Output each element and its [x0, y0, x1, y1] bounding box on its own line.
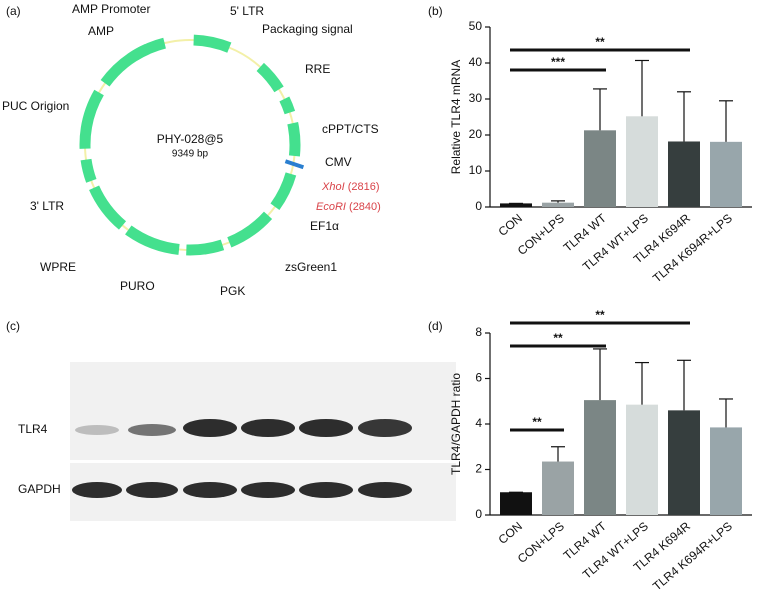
band: [183, 482, 237, 498]
bar: [668, 410, 700, 515]
feature-arc: [100, 44, 150, 87]
panel-label: (b): [428, 4, 443, 18]
feature-arc: [287, 122, 301, 157]
x-tick-label: CON: [496, 519, 525, 547]
y-tick-label: 0: [475, 199, 482, 213]
site-mark: [284, 159, 305, 170]
bar: [542, 202, 574, 207]
plasmid-name: PHY-028@5: [157, 132, 224, 146]
feature-arc: [270, 172, 297, 210]
plasmid-size: 9349 bp: [172, 149, 209, 160]
band: [358, 482, 412, 498]
y-tick-label: 2: [475, 462, 482, 476]
feature-arc: [186, 239, 225, 256]
bar: [500, 203, 532, 207]
bar: [584, 130, 616, 207]
feature-label: PURO: [120, 279, 155, 293]
significance-label: **: [553, 331, 563, 345]
y-tick-label: 6: [475, 371, 482, 385]
significance-label: **: [595, 35, 605, 49]
feature-label: zsGreen1: [285, 260, 337, 274]
panel-label: (c): [6, 319, 20, 333]
significance-label: **: [532, 415, 542, 429]
feature-label: CMV: [325, 155, 352, 169]
y-tick-label: 4: [475, 416, 482, 430]
panel-label: (d): [428, 319, 443, 333]
western-blot: TLR4 GAPDH: [18, 362, 456, 521]
panel-label: (a): [6, 4, 21, 18]
bar: [710, 141, 742, 207]
y-tick-label: 40: [469, 55, 483, 69]
bar: [668, 141, 700, 207]
band: [241, 482, 295, 498]
y-axis-label: TLR4/GAPDH ratio: [449, 373, 463, 475]
feature-label: PGK: [220, 284, 245, 298]
bar: [542, 461, 574, 515]
band: [241, 419, 295, 437]
enzyme: XhoI: [321, 181, 345, 193]
bands: [72, 419, 412, 498]
x-tick-label: TLR4 K694R+LPS: [650, 519, 735, 593]
y-tick-label: 8: [475, 325, 482, 339]
enzyme: EcoRI: [316, 201, 346, 213]
band: [358, 419, 412, 437]
x-tick-label: CON: [496, 211, 525, 239]
x-tick-label: CON+LPS: [515, 211, 567, 258]
plasmid-map: PHY-028@5 9349 bp XhoI (2816) EcoRI (284…: [2, 2, 381, 298]
band: [126, 482, 178, 498]
feature-label: 5' LTR: [230, 4, 264, 18]
band: [183, 419, 237, 437]
x-tick-label: CON+LPS: [515, 519, 567, 566]
band: [75, 425, 119, 435]
site-label: XhoI (2816): [321, 181, 380, 193]
y-tick-label: 20: [469, 127, 483, 141]
bar: [500, 492, 532, 515]
y-tick-label: 30: [469, 91, 483, 105]
feature-label: cPPT/CTS: [322, 122, 379, 136]
feature-label: EF1α: [310, 219, 339, 233]
significance-label: **: [595, 308, 605, 322]
significance-label: ***: [551, 55, 565, 69]
bar: [710, 427, 742, 515]
blot-membrane: [70, 362, 456, 460]
y-axis-label: Relative TLR4 mRNA: [449, 60, 463, 174]
feature-arc: [80, 158, 97, 183]
band: [299, 419, 353, 437]
feature-label: 3' LTR: [30, 199, 64, 213]
bar: [626, 404, 658, 515]
feature-label: Packaging signal: [262, 22, 353, 36]
feature-label: WPRE: [40, 260, 76, 274]
y-tick-label: 0: [475, 507, 482, 521]
bar: [626, 116, 658, 207]
y-tick-label: 50: [469, 19, 483, 33]
feature-label: RRE: [305, 62, 330, 76]
feature-arc: [89, 185, 127, 230]
site-position: (2816): [348, 181, 380, 193]
band: [128, 424, 176, 436]
feature-arc: [193, 34, 232, 53]
band: [299, 482, 353, 498]
y-tick-label: 10: [469, 163, 483, 177]
feature-arc: [79, 89, 104, 149]
feature-label: PUC Origion: [2, 99, 69, 113]
feature-label: AMP Promoter: [72, 2, 150, 16]
feature-arc: [227, 211, 273, 248]
feature-arc: [279, 96, 296, 115]
feature-label: AMP: [88, 24, 114, 38]
site-position: (2840): [349, 201, 381, 213]
x-tick-label: TLR4 K694R+LPS: [650, 211, 735, 285]
site-label: EcoRI (2840): [316, 201, 381, 213]
feature-arc: [125, 225, 180, 255]
feature-arc: [256, 62, 284, 93]
blot-row-label: TLR4: [18, 422, 48, 436]
blot-row-label: GAPDH: [18, 482, 61, 496]
band: [72, 482, 122, 498]
bar: [584, 400, 616, 515]
